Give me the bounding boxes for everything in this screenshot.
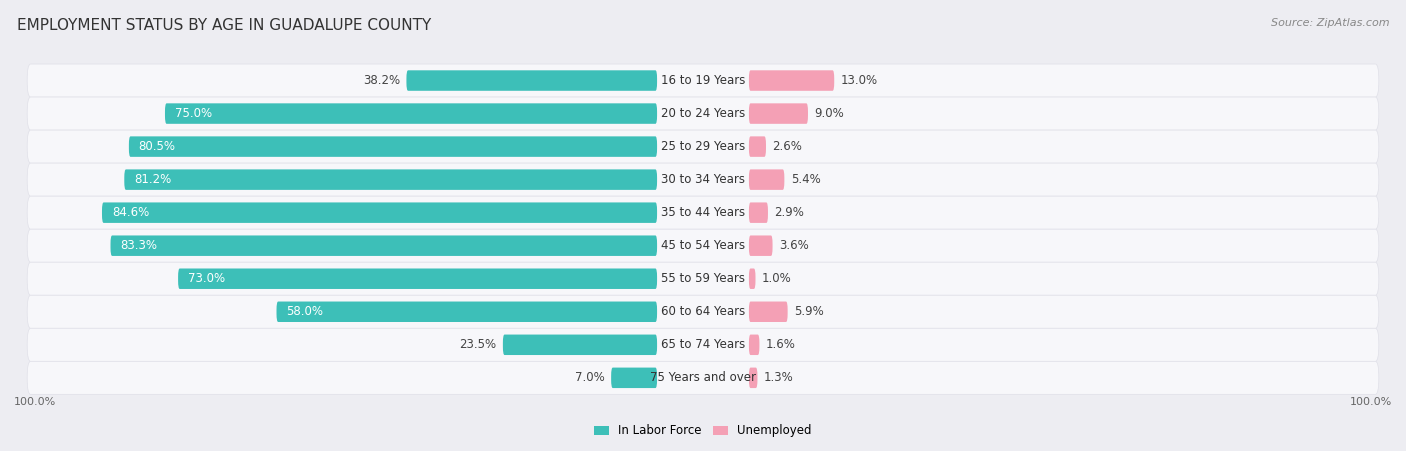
Text: 16 to 19 Years: 16 to 19 Years — [661, 74, 745, 87]
FancyBboxPatch shape — [406, 70, 657, 91]
FancyBboxPatch shape — [27, 163, 1379, 196]
FancyBboxPatch shape — [749, 136, 766, 157]
FancyBboxPatch shape — [27, 361, 1379, 394]
FancyBboxPatch shape — [27, 64, 1379, 97]
FancyBboxPatch shape — [503, 335, 657, 355]
Text: 23.5%: 23.5% — [460, 338, 496, 351]
Text: 9.0%: 9.0% — [814, 107, 844, 120]
FancyBboxPatch shape — [612, 368, 657, 388]
Text: 45 to 54 Years: 45 to 54 Years — [661, 239, 745, 252]
Text: 3.6%: 3.6% — [779, 239, 808, 252]
FancyBboxPatch shape — [103, 202, 657, 223]
FancyBboxPatch shape — [27, 229, 1379, 262]
Text: Source: ZipAtlas.com: Source: ZipAtlas.com — [1271, 18, 1389, 28]
FancyBboxPatch shape — [749, 335, 759, 355]
Legend: In Labor Force, Unemployed: In Labor Force, Unemployed — [589, 420, 817, 442]
Text: 80.5%: 80.5% — [139, 140, 176, 153]
Text: 25 to 29 Years: 25 to 29 Years — [661, 140, 745, 153]
Text: 55 to 59 Years: 55 to 59 Years — [661, 272, 745, 285]
Text: 83.3%: 83.3% — [121, 239, 157, 252]
Text: 5.9%: 5.9% — [794, 305, 824, 318]
FancyBboxPatch shape — [27, 295, 1379, 328]
FancyBboxPatch shape — [277, 302, 657, 322]
Text: 65 to 74 Years: 65 to 74 Years — [661, 338, 745, 351]
FancyBboxPatch shape — [749, 202, 768, 223]
Text: 100.0%: 100.0% — [14, 396, 56, 407]
FancyBboxPatch shape — [27, 328, 1379, 361]
Text: 1.3%: 1.3% — [763, 371, 794, 384]
Text: 13.0%: 13.0% — [841, 74, 877, 87]
Text: 1.6%: 1.6% — [766, 338, 796, 351]
FancyBboxPatch shape — [179, 268, 657, 289]
Text: 75.0%: 75.0% — [174, 107, 212, 120]
Text: EMPLOYMENT STATUS BY AGE IN GUADALUPE COUNTY: EMPLOYMENT STATUS BY AGE IN GUADALUPE CO… — [17, 18, 432, 33]
FancyBboxPatch shape — [749, 268, 755, 289]
FancyBboxPatch shape — [129, 136, 657, 157]
FancyBboxPatch shape — [27, 130, 1379, 163]
FancyBboxPatch shape — [27, 262, 1379, 295]
Text: 84.6%: 84.6% — [112, 206, 149, 219]
Text: 73.0%: 73.0% — [188, 272, 225, 285]
FancyBboxPatch shape — [749, 170, 785, 190]
Text: 81.2%: 81.2% — [134, 173, 172, 186]
FancyBboxPatch shape — [749, 103, 808, 124]
FancyBboxPatch shape — [27, 196, 1379, 229]
Text: 20 to 24 Years: 20 to 24 Years — [661, 107, 745, 120]
FancyBboxPatch shape — [749, 235, 772, 256]
Text: 7.0%: 7.0% — [575, 371, 605, 384]
FancyBboxPatch shape — [124, 170, 657, 190]
Text: 30 to 34 Years: 30 to 34 Years — [661, 173, 745, 186]
Text: 2.9%: 2.9% — [775, 206, 804, 219]
Text: 75 Years and over: 75 Years and over — [650, 371, 756, 384]
Text: 1.0%: 1.0% — [762, 272, 792, 285]
Text: 38.2%: 38.2% — [363, 74, 399, 87]
Text: 5.4%: 5.4% — [792, 173, 821, 186]
Text: 35 to 44 Years: 35 to 44 Years — [661, 206, 745, 219]
FancyBboxPatch shape — [27, 97, 1379, 130]
FancyBboxPatch shape — [749, 302, 787, 322]
FancyBboxPatch shape — [749, 368, 758, 388]
FancyBboxPatch shape — [749, 70, 834, 91]
Text: 58.0%: 58.0% — [287, 305, 323, 318]
Text: 100.0%: 100.0% — [1350, 396, 1392, 407]
Text: 60 to 64 Years: 60 to 64 Years — [661, 305, 745, 318]
Text: 2.6%: 2.6% — [772, 140, 803, 153]
FancyBboxPatch shape — [111, 235, 657, 256]
FancyBboxPatch shape — [165, 103, 657, 124]
